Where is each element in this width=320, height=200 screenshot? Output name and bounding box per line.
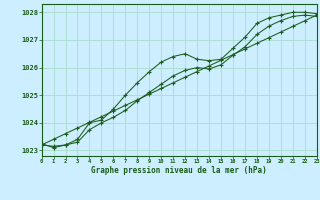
X-axis label: Graphe pression niveau de la mer (hPa): Graphe pression niveau de la mer (hPa) xyxy=(91,166,267,175)
